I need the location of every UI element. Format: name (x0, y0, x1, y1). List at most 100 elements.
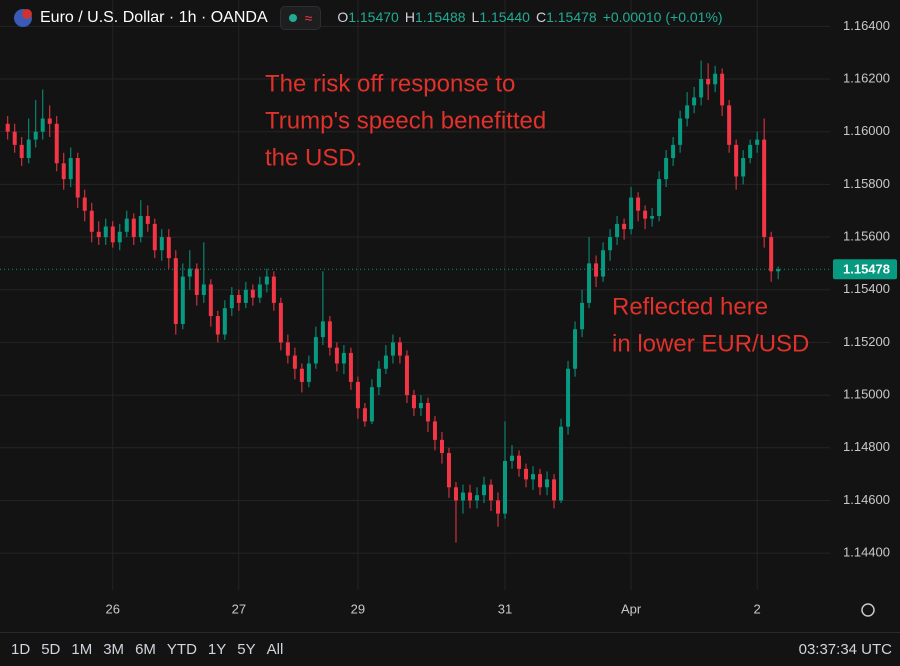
symbol-title: Euro / U.S. Dollar · 1h · OANDA (40, 9, 268, 26)
last-price-box (833, 259, 897, 280)
candle-body (734, 144, 739, 177)
candle-body (257, 284, 262, 298)
candle-body (194, 268, 199, 295)
annotation: The risk off response to (265, 70, 515, 97)
candle-body (376, 368, 381, 388)
range-button[interactable]: 5Y (237, 641, 256, 658)
candle-body (671, 144, 676, 159)
candle-body (215, 316, 220, 335)
quote-label: O (337, 9, 349, 25)
candle-body (474, 495, 479, 501)
candle-body (278, 302, 283, 343)
candle-body (741, 158, 746, 177)
candle-body (306, 363, 311, 382)
quote-item: O1.15470 (337, 9, 399, 25)
candle-body (313, 337, 318, 364)
candle-body (467, 492, 472, 501)
range-button[interactable]: 1Y (207, 641, 227, 658)
candle-body (517, 455, 522, 469)
candle-body (418, 402, 423, 409)
candle-body (397, 342, 402, 356)
quote-value: 1.15470 (348, 9, 399, 25)
quote-change: +0.00010 (+0.01%) (602, 9, 723, 25)
candle-body (68, 158, 73, 180)
candle-body (390, 342, 395, 356)
candle-body (348, 352, 353, 382)
quote-value: 1.15440 (479, 9, 530, 25)
candle-body (180, 276, 185, 324)
x-tick-label: 31 (498, 601, 512, 616)
candle-body (559, 426, 564, 501)
candle-body (243, 289, 248, 303)
candle-body (369, 387, 374, 422)
candle-body (166, 237, 171, 259)
candle-body (404, 355, 409, 396)
candle-body (173, 258, 178, 324)
range-button[interactable]: 3M (103, 641, 125, 658)
candle-body (159, 237, 164, 251)
candle-body (208, 284, 213, 317)
range-button[interactable]: 5D (41, 641, 61, 658)
y-tick-label: 1.14400 (843, 545, 890, 560)
candle-body (145, 215, 150, 224)
quote-item: L1.15440 (472, 9, 530, 25)
candle-body (538, 474, 543, 488)
x-tick-label: 2 (754, 601, 761, 616)
candle-body (362, 408, 367, 422)
candle-body (285, 342, 290, 356)
candle-body (341, 352, 346, 364)
range-button[interactable]: 6M (135, 641, 156, 658)
candle-body (636, 197, 641, 211)
candle-body (692, 97, 697, 106)
y-tick-label: 1.15600 (843, 228, 890, 243)
candle-body (531, 474, 536, 480)
candle-body (5, 123, 10, 132)
candle-body (776, 269, 781, 272)
candle-body (650, 215, 655, 219)
x-tick-label: 26 (106, 601, 120, 616)
candle-body (566, 368, 571, 427)
candle-body (236, 295, 241, 303)
range-button[interactable]: YTD (166, 641, 197, 658)
quote-value: 1.15478 (546, 9, 597, 25)
range-button[interactable]: 1D (11, 641, 31, 658)
y-tick-label: 1.15400 (843, 281, 890, 296)
y-tick-label: 1.14600 (843, 492, 890, 507)
range-button[interactable]: All (266, 641, 284, 658)
candle-body (755, 139, 760, 145)
candle-body (411, 395, 416, 409)
quote-item: C1.15478 (536, 9, 597, 25)
y-tick-label: 1.15000 (843, 387, 890, 402)
range-button[interactable]: 1M (71, 641, 93, 658)
quote-label: H (404, 9, 415, 25)
candle-body (54, 123, 59, 164)
y-tick-label: 1.16200 (843, 70, 890, 85)
candle-body (320, 321, 325, 338)
candle-body (96, 231, 101, 238)
quote-item: H1.15488 (405, 9, 466, 25)
candle-body (503, 460, 508, 514)
candle-body (706, 79, 711, 85)
candle-body (19, 144, 24, 159)
candle-body (89, 210, 94, 232)
candle-body (587, 263, 592, 303)
candle-body (552, 479, 557, 501)
candle-body (488, 484, 493, 501)
annotation: the USD. (265, 144, 362, 171)
header: Euro / U.S. Dollar · 1h · OANDA ≈ O1.154… (12, 6, 723, 30)
candle-body (138, 215, 143, 238)
candle-body (643, 210, 648, 219)
candle-body (110, 226, 115, 243)
status-pill[interactable]: ≈ (279, 6, 322, 30)
candle-body (510, 455, 515, 461)
chart: 1.14400 1.14600 1.14800 1.15000 1.15200 1.154… (0, 0, 897, 617)
quote-value: 1.15488 (414, 9, 466, 25)
quote-label: C (535, 9, 547, 25)
candle-body (762, 139, 767, 238)
candle-body (608, 237, 613, 251)
candle-body (664, 158, 669, 180)
candle-body (573, 329, 578, 369)
candle-body (292, 355, 297, 369)
quote-label: L (471, 9, 480, 25)
candle-body (355, 381, 360, 409)
